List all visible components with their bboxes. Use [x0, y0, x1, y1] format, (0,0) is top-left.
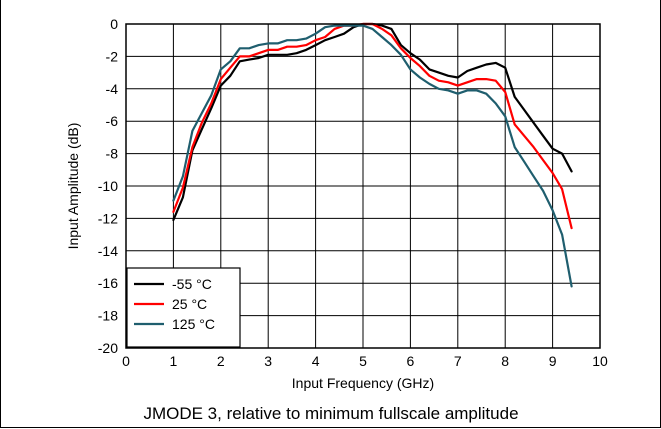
x-tick-label: 3 — [264, 353, 272, 369]
x-axis-label: Input Frequency (GHz) — [292, 375, 434, 391]
y-tick-labels: 0 -2 -4 -6 -8 -10 -12 -14 -16 -18 -20 — [98, 16, 118, 356]
x-tick-label: 0 — [122, 353, 130, 369]
legend-label-2: 125 °C — [172, 316, 215, 332]
y-tick-label: -12 — [98, 210, 118, 226]
x-tick-label: 9 — [549, 353, 557, 369]
x-tick-label: 7 — [454, 353, 462, 369]
series-line-2 — [172, 24, 573, 288]
legend-label-1: 25 °C — [172, 296, 207, 312]
x-tick-label: 6 — [407, 353, 415, 369]
x-tick-label: 2 — [217, 353, 225, 369]
y-tick-label: -4 — [106, 81, 119, 97]
y-tick-label: -18 — [98, 308, 118, 324]
y-tick-label: -8 — [106, 146, 119, 162]
legend-label-0: -55 °C — [172, 276, 212, 292]
y-tick-label: -2 — [106, 48, 119, 64]
plot-border — [125, 23, 601, 349]
x-tick-label: 5 — [359, 353, 367, 369]
y-tick-label: -6 — [106, 113, 119, 129]
x-tick-labels: 0 1 2 3 4 5 6 7 8 9 10 — [122, 353, 608, 369]
y-tick-label: -14 — [98, 243, 118, 259]
x-tick-label: 4 — [312, 353, 320, 369]
y-tick-label: -10 — [98, 178, 118, 194]
x-tick-label: 1 — [170, 353, 178, 369]
x-tick-label: 10 — [592, 353, 608, 369]
y-axis-label: Input Amplitude (dB) — [65, 123, 81, 250]
x-tick-label: 8 — [501, 353, 509, 369]
legend: -55 °C 25 °C 125 °C — [126, 267, 241, 348]
y-tick-label: -20 — [98, 340, 118, 356]
y-tick-label: -16 — [98, 275, 118, 291]
chart-caption: JMODE 3, relative to minimum fullscale a… — [143, 404, 518, 423]
legend-box — [126, 267, 241, 348]
y-tick-label: 0 — [110, 16, 118, 32]
